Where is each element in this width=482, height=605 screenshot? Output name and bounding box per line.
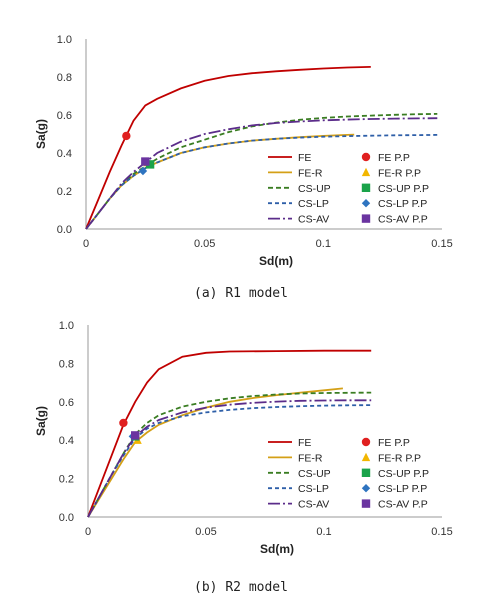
r2-series-cs-av: [87, 399, 372, 518]
r1-legend-marker-cs-lp-p-p: [361, 199, 371, 208]
r1-point-cs-av-p-p: [141, 157, 150, 166]
chart-r1-model: 0 0.05 0.1 0.15 0.0 0.2 0.4 0.6 0.8 1.0 Sd(m) Sa(g)…: [34, 34, 453, 268]
r2-legend-label-fe-r-p-p: FE-R P.P: [378, 452, 421, 464]
r1-legend-label-cs-lp-p-p: CS-LP P.P: [378, 198, 427, 210]
r2-point-cs-av-p-p: [131, 431, 140, 440]
r2-series-fe-r: [87, 387, 343, 518]
r1-y-axis-label: Sa(g): [34, 119, 48, 149]
r2-legend-label-cs-up-p-p: CS-UP P.P: [378, 468, 429, 480]
r1-y-tick-label: 0.2: [57, 186, 72, 198]
r1-y-tick-label: 0.8: [57, 72, 72, 84]
r1-x-axis-label: Sd(m): [259, 254, 293, 268]
r1-legend-label-cs-av: CS-AV: [298, 214, 329, 226]
r1-legend-label-fe: FE: [298, 152, 311, 164]
r2-legend-marker-fe-r-p-p: [361, 452, 371, 462]
r2-x-axis-label: Sd(m): [260, 542, 294, 556]
r1-y-tick-label: 1.0: [57, 34, 72, 46]
r2-legend-label-cs-av-p-p: CS-AV P.P: [378, 499, 428, 511]
r2-legend-marker-fe-p-p: [361, 437, 371, 447]
r2-legend-label-fe-p-p: FE P.P: [378, 437, 410, 449]
r2-y-axis-label: Sa(g): [34, 406, 48, 436]
r1-legend-label-cs-up: CS-UP: [298, 183, 331, 195]
r1-series-cs-lp: [85, 134, 438, 230]
r1-point-cs-lp-p-p: [138, 166, 148, 176]
r2-legend-label-fe: FE: [298, 437, 311, 449]
r1-y-tick-label: 0.4: [57, 148, 72, 160]
r1-legend-label-cs-up-p-p: CS-UP P.P: [378, 183, 429, 195]
caption-r2-model: (b) R2 model: [194, 580, 288, 595]
chart-r2-model: 0 0.05 0.1 0.15 0.0 0.2 0.4 0.6 0.8 1.0 Sd(m) Sa(g)…: [34, 320, 453, 556]
r1-legend-label-fe-r: FE-R: [298, 167, 323, 179]
r1-legend-marker-fe-p-p: [361, 152, 371, 162]
r2-legend-label-cs-lp-p-p: CS-LP P.P: [378, 483, 427, 495]
r1-y-tick-label: 0.6: [57, 110, 72, 122]
r1-legend-label-cs-lp: CS-LP: [298, 198, 329, 210]
r1-x-tick-label: 0.1: [316, 238, 331, 250]
r2-series-fe: [87, 349, 372, 518]
r1-legend-label-fe-p-p: FE P.P: [378, 152, 410, 164]
r2-legend-label-cs-up: CS-UP: [298, 468, 331, 480]
r2-y-tick-label: 0.4: [59, 435, 74, 447]
r2-y-tick-label: 1.0: [59, 320, 74, 332]
r1-legend-marker-cs-av-p-p: [361, 214, 371, 223]
r2-x-tick-label: 0.1: [316, 526, 331, 538]
r2-x-tick-label: 0.15: [431, 526, 452, 538]
r2-x-tick-label: 0: [85, 526, 91, 538]
r1-series-fe: [85, 66, 371, 230]
caption-r1-model: (a) R1 model: [194, 286, 288, 301]
r2-legend-marker-cs-av-p-p: [361, 499, 371, 508]
r1-x-tick-label: 0.05: [194, 238, 215, 250]
r2-legend-marker-cs-up-p-p: [361, 468, 371, 477]
r2-legend-marker-cs-lp-p-p: [361, 484, 371, 493]
r2-x-tick-label: 0.05: [195, 526, 216, 538]
r2-y-tick-label: 0.2: [59, 474, 74, 486]
r1-point-cs-up-p-p: [145, 160, 155, 169]
r2-legend-label-cs-lp: CS-LP: [298, 483, 329, 495]
r1-point-fe-p-p: [122, 131, 131, 141]
r2-y-tick-label: 0.0: [59, 512, 74, 524]
r1-y-tick-label: 0.0: [57, 224, 72, 236]
r2-point-fe-p-p: [119, 418, 128, 428]
r1-x-tick-label: 0: [83, 238, 89, 250]
r2-legend-label-fe-r: FE-R: [298, 452, 323, 464]
r2-y-tick-label: 0.8: [59, 358, 74, 370]
r1-x-tick-label: 0.15: [431, 238, 452, 250]
r1-legend-label-fe-r-p-p: FE-R P.P: [378, 167, 421, 179]
r1-legend-marker-fe-r-p-p: [361, 167, 371, 177]
r2-series-cs-lp: [87, 404, 372, 518]
r2-y-tick-label: 0.6: [59, 397, 74, 409]
r1-legend-label-cs-av-p-p: CS-AV P.P: [378, 214, 428, 226]
r1-series-cs-av: [85, 117, 438, 230]
r1-legend-marker-cs-up-p-p: [361, 183, 371, 192]
r2-legend-label-cs-av: CS-AV: [298, 499, 329, 511]
